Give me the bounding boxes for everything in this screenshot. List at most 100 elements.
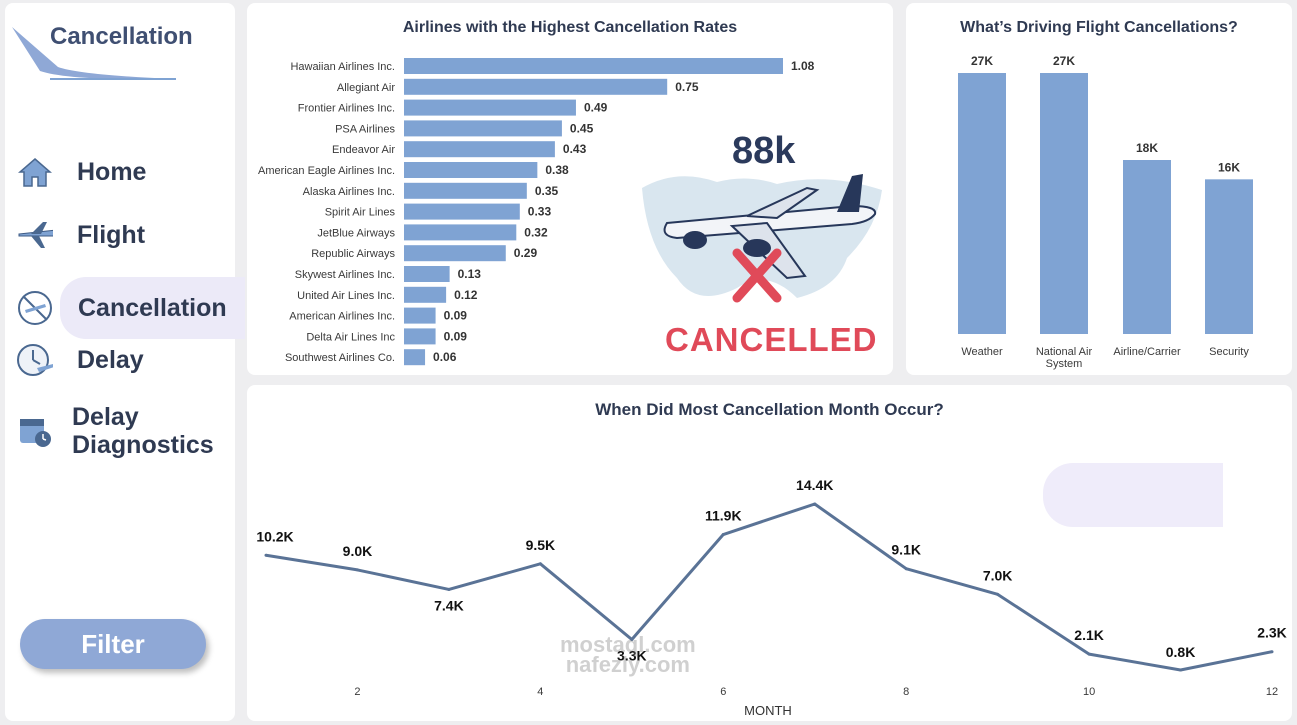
home-icon [17,154,53,190]
monthly-cancellation-card: When Did Most Cancellation Month Occur? … [247,385,1292,721]
airline-value-label: 0.43 [563,142,587,156]
month-point [813,502,817,506]
world-map-airplane-illustration [642,174,882,303]
nav-cancellation-label: Cancellation [78,294,227,322]
driver-bar [1123,160,1171,334]
month-point [1270,650,1274,654]
airline-category-label: Frontier Airlines Inc. [298,103,395,115]
monthly-cancellations-line [265,502,1273,672]
airline-bar [404,58,783,74]
airline-cancellation-card: Airlines with the Highest Cancellation R… [247,3,893,375]
airline-value-label: 0.12 [454,288,478,302]
airline-bar [404,245,506,262]
driver-value-label: 27K [1053,54,1075,68]
airline-bar [404,162,538,178]
airplane-tail-logo [12,27,176,80]
nav-cancellation[interactable]: Cancellation [18,277,245,339]
airline-category-label: Republic Airways [311,248,395,260]
total-cancelled-kpi: 88k [732,130,796,172]
month-tick-label: 4 [537,686,543,698]
airline-bar [404,328,436,345]
month-tick-label: 12 [1266,686,1278,698]
cancelled-stamp: CANCELLED [665,321,878,358]
airline-category-label: PSA Airlines [335,123,395,135]
airline-category-label: Delta Air Lines Inc [306,331,395,343]
airline-value-label: 0.38 [545,163,569,177]
nav-delay-label: Delay [77,346,144,374]
nav-flight[interactable]: Flight [5,209,245,261]
airline-category-label: Endeavor Air [332,144,395,156]
airline-category-label: United Air Lines Inc. [297,290,395,302]
month-point [721,533,725,537]
month-value-label: 7.4K [434,597,464,613]
month-value-label: 7.0K [983,567,1013,583]
driver-category-label: Airline/Carrier [1113,346,1181,358]
airline-bar-chart: Hawaiian Airlines Inc. 1.08 Allegiant Air 0… [258,58,815,366]
month-point [996,592,1000,596]
airline-value-label: 0.09 [444,309,468,323]
month-value-label: 2.1K [1074,627,1104,643]
airline-value-label: 0.29 [514,246,538,260]
nav-delay-diagnostics[interactable]: Delay Diagnostics [5,401,245,461]
airline-bar [404,266,450,282]
airline-value-label: 0.75 [675,80,699,94]
month-tick-label: 8 [903,686,909,698]
month-value-label: 9.1K [891,542,921,558]
airplane-icon [17,217,53,253]
watermark: mostaql.com nafezly.com [560,632,696,676]
airline-bar [404,120,562,137]
driver-category-label: Weather [961,346,1003,358]
month-point [630,637,634,641]
airline-category-label: Spirit Air Lines [325,207,396,219]
watermark-line-1: mostaql.com [560,632,696,657]
nav-delay[interactable]: Delay [5,334,245,386]
month-tick-label: 10 [1083,686,1095,698]
airline-bar [404,182,527,199]
airline-category-label: Skywest Airlines Inc. [295,269,395,281]
month-chart-title: When Did Most Cancellation Month Occur? [595,400,944,419]
nav-flight-label: Flight [77,221,146,249]
month-tick-label: 6 [720,686,726,698]
month-value-label: 10.2K [256,528,293,544]
driver-category-label: National Air [1036,346,1093,358]
nav-home[interactable]: Home [5,146,245,198]
x-axis-title: MONTH [744,703,792,718]
brand: Cancellation [10,17,200,80]
month-tick-label: 2 [354,686,360,698]
month-point [904,567,908,571]
month-value-label: 9.0K [343,543,373,559]
month-point [538,562,542,566]
airline-value-label: 0.09 [444,329,468,343]
decorative-bubble [1043,463,1223,527]
airline-bar [404,224,517,241]
driver-category-label: Security [1209,346,1249,358]
driver-bar [1205,179,1253,334]
nav-delay-diagnostics-label: Delay Diagnostics [72,403,214,459]
cancelled-flight-icon [17,290,53,326]
sidebar: Cancellation Home Flight Cancellation De… [5,3,245,721]
month-value-label: 11.9K [705,508,742,524]
airline-category-label: American Airlines Inc. [289,311,395,323]
drivers-chart-title: What’s Driving Flight Cancellations? [960,19,1238,36]
driver-category-label: System [1046,358,1083,370]
airline-value-label: 0.35 [535,184,559,198]
airline-bar [404,286,447,303]
airline-value-label: 0.06 [433,350,457,364]
airline-value-label: 0.49 [584,101,608,115]
airline-bar [404,203,520,220]
airline-chart-title: Airlines with the Highest Cancellation R… [402,19,738,36]
filter-button[interactable]: Filter [20,619,206,669]
airline-category-label: Allegiant Air [337,82,395,94]
airline-bar [404,141,555,158]
cancellation-drivers-card: What’s Driving Flight Cancellations? 27K… [906,3,1292,375]
airline-value-label: 0.45 [570,121,594,135]
month-value-label: 2.3K [1257,625,1287,641]
month-value-label: 3.3K [617,647,647,663]
airline-value-label: 0.33 [528,205,552,219]
month-point [264,553,268,557]
airline-category-label: Hawaiian Airlines Inc. [290,61,395,73]
month-point [355,568,359,572]
nav-home-label: Home [77,158,147,186]
month-point [1179,668,1183,672]
